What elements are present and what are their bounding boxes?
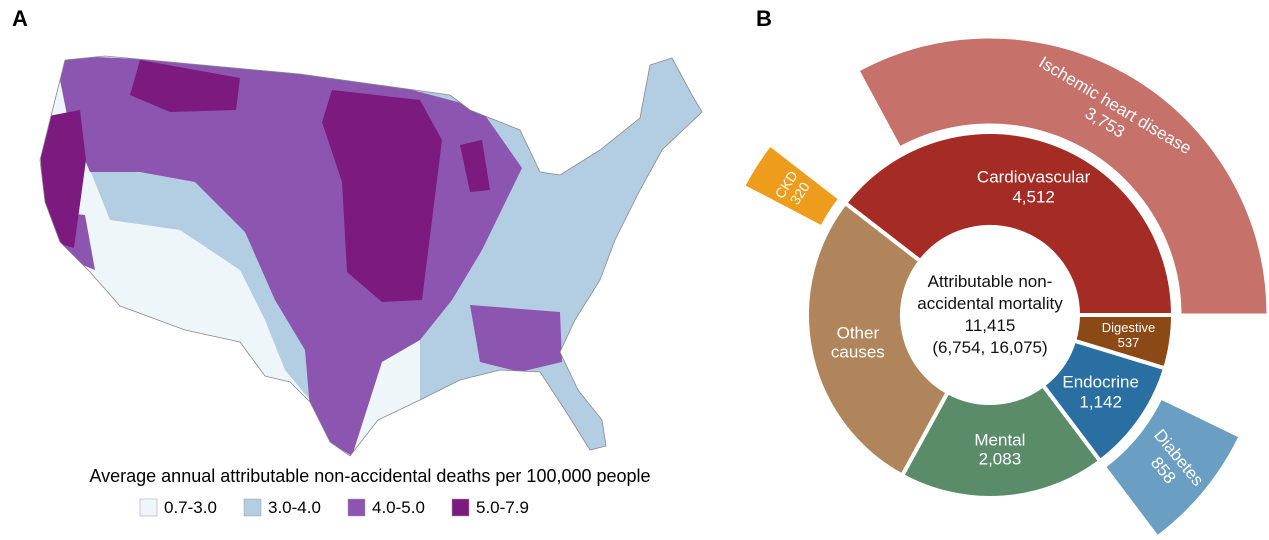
legend-label: 0.7-3.0 [164, 498, 217, 517]
inner-segment [1071, 313, 1176, 371]
legend-swatch [139, 498, 158, 517]
segment-label: Other causes [823, 323, 893, 362]
outer-segment [1102, 395, 1243, 539]
legend-label: 5.0-7.9 [476, 498, 529, 517]
inner-segment [899, 382, 1104, 500]
legend-label: 3.0-4.0 [268, 498, 321, 517]
segment-label: Mental 2,083 [974, 430, 1025, 469]
outer-segment [855, 35, 1269, 317]
legend-swatch [451, 498, 470, 517]
segment-name: Mental [974, 430, 1026, 450]
segment-name: Cardiovascular [976, 167, 1091, 187]
map-outline [39, 55, 703, 457]
center-value: 11,415 [964, 316, 1016, 335]
segment-value: 4,512 [1012, 187, 1055, 207]
map-region [460, 140, 490, 192]
outer-segment [741, 142, 842, 229]
segment-label: Digestive 537 [1101, 319, 1156, 351]
inner-segment [805, 200, 951, 479]
legend-swatch [243, 498, 262, 517]
sunburst [741, 35, 1269, 539]
segment-value: 537 [1117, 334, 1140, 350]
legend-label: 4.0-5.0 [372, 498, 425, 517]
center-title: Attributable non-accidental mortality [917, 271, 1063, 313]
panel-label: B [756, 6, 772, 31]
panel-label: A [12, 6, 28, 31]
map-region [470, 305, 562, 372]
segment-name: Digestive [1101, 319, 1156, 335]
segment-label: Cardiovascular 4,512 [977, 168, 1090, 207]
legend-swatch [347, 498, 366, 517]
legend-title: Average annual attributable non-accident… [89, 466, 650, 486]
center-label: Attributable non-accidental mortality 11,… [902, 271, 1078, 359]
map-region [130, 60, 240, 112]
segment-value: 1,142 [1079, 392, 1122, 412]
legend: 0.7-3.0 3.0-4.0 4.0-5.0 5.0-7.9 [139, 498, 529, 517]
map-region [40, 110, 86, 248]
segment-name: Other causes [830, 323, 885, 362]
map [40, 56, 702, 456]
map-region [322, 90, 442, 302]
segment-name: Endocrine [1062, 372, 1139, 392]
segment-value: 2,083 [978, 449, 1022, 469]
center-interval: (6,754, 16,075) [932, 338, 1048, 358]
segment-label: Endocrine 1,142 [1062, 373, 1139, 412]
inner-segment [842, 130, 1176, 317]
